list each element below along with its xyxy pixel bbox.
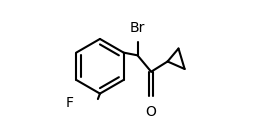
Text: O: O xyxy=(146,105,157,119)
Text: F: F xyxy=(65,96,73,110)
Text: Br: Br xyxy=(130,21,145,35)
